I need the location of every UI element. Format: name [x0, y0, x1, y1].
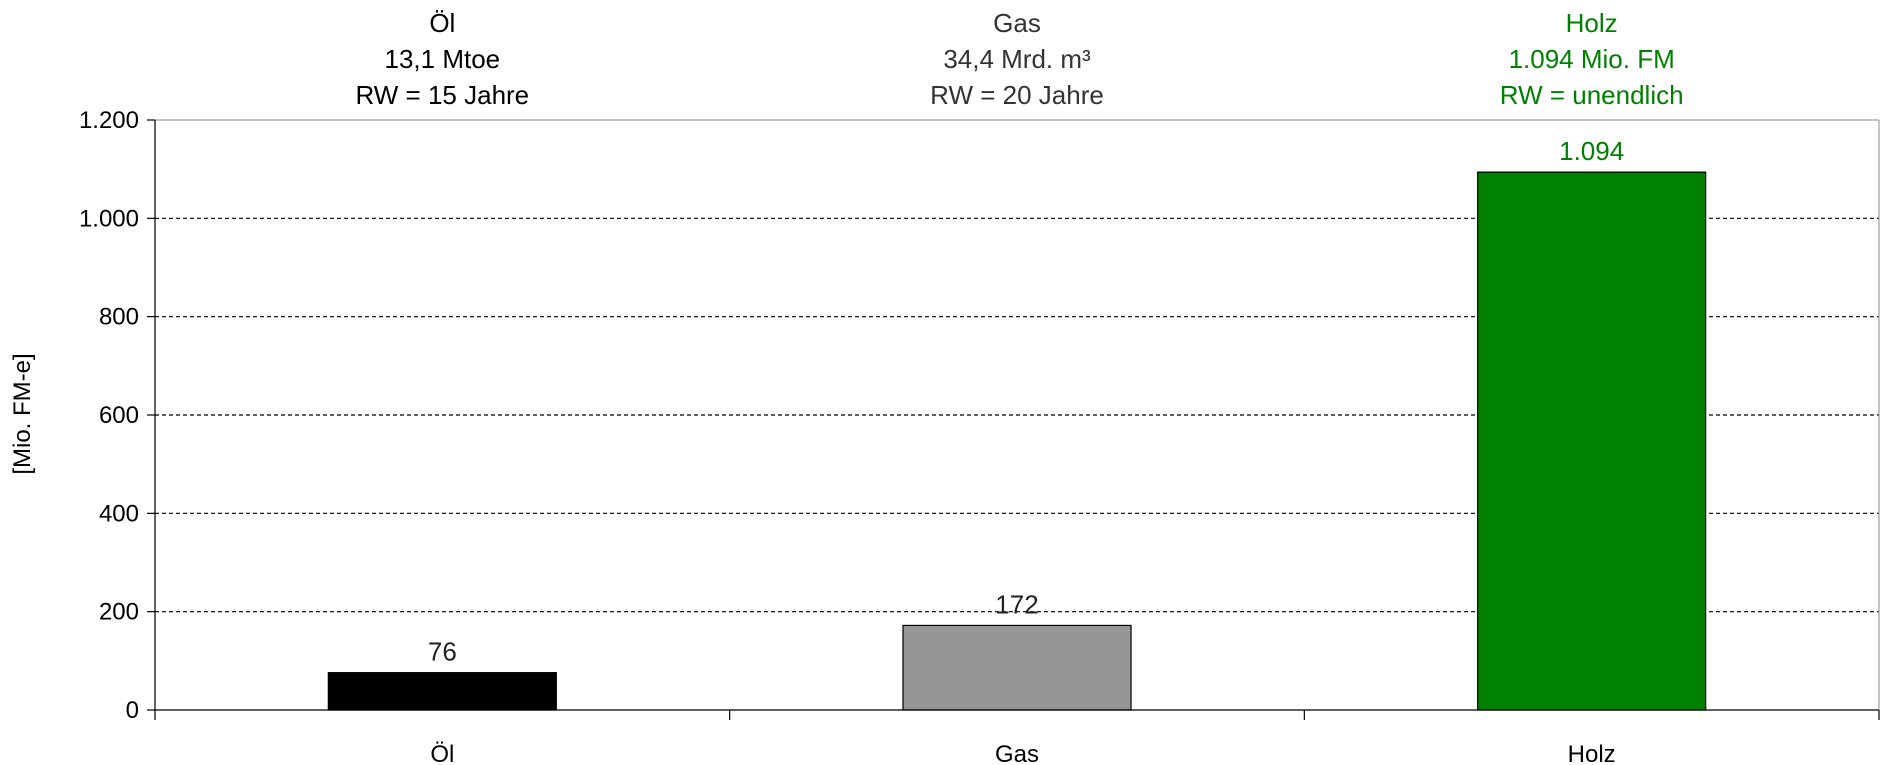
- x-tick-label: Gas: [995, 741, 1039, 765]
- bar-gas: [902, 624, 1132, 711]
- bar-öl: [327, 672, 557, 711]
- header-annotation-line: 34,4 Mrd. m³: [943, 44, 1091, 74]
- header-annotation-line: 1.094 Mio. FM: [1509, 44, 1675, 74]
- header-annotation-line: Holz: [1566, 8, 1618, 38]
- labels: 0 200 400 600 800 1.000 1.200 76 Öl 172 Gas 1.094 Ho…: [79, 8, 1684, 765]
- header-annotation-line: RW = 20 Jahre: [930, 80, 1104, 110]
- header-annotation-line: Öl: [429, 8, 455, 38]
- y-tick-label: 200: [99, 599, 139, 626]
- axes: [147, 119, 1880, 720]
- x-tick-label: Holz: [1568, 741, 1616, 765]
- data-label: 76: [428, 637, 457, 667]
- header-annotation-line: 13,1 Mtoe: [385, 44, 501, 74]
- data-label: 1.094: [1559, 136, 1624, 166]
- bars: [327, 171, 1707, 711]
- y-tick-label: 400: [99, 500, 139, 527]
- y-axis-label: [Mio. FM-e]: [9, 353, 36, 474]
- y-tick-label: 800: [99, 304, 139, 331]
- bar-holz: [1477, 171, 1707, 711]
- header-annotation-line: Gas: [993, 8, 1041, 38]
- header-annotation-line: RW = unendlich: [1500, 80, 1684, 110]
- y-tick-label: 1.200: [79, 107, 139, 134]
- data-label: 172: [995, 589, 1038, 619]
- y-tick-label: 0: [126, 697, 139, 724]
- header-annotation-line: RW = 15 Jahre: [355, 80, 529, 110]
- x-tick-label: Öl: [430, 741, 454, 765]
- y-tick-label: 1.000: [79, 205, 139, 232]
- y-tick-label: 600: [99, 402, 139, 429]
